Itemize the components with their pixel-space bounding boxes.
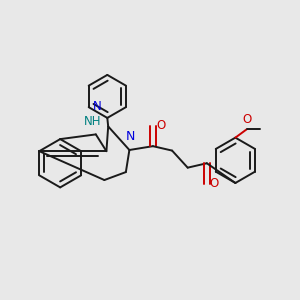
Text: O: O <box>156 119 165 132</box>
Text: O: O <box>210 177 219 190</box>
Text: O: O <box>242 113 252 126</box>
Text: NH: NH <box>84 115 102 128</box>
Text: N: N <box>126 130 136 142</box>
Text: N: N <box>93 100 102 113</box>
